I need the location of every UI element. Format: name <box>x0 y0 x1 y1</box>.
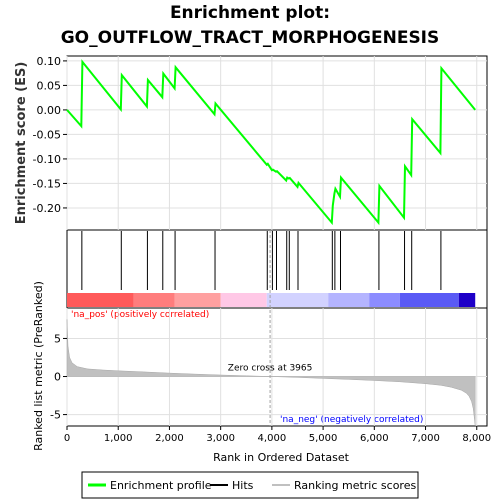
es-y-tick-label: -0.15 <box>33 177 61 190</box>
zero-cross-label: Zero cross at 3965 <box>228 364 313 374</box>
ranking-bar-segment <box>220 293 267 307</box>
x-tick-label: 3,000 <box>206 433 235 444</box>
chart-title-line-1: Enrichment plot: <box>169 3 331 23</box>
metric-y-tick-label: -5 <box>50 409 61 422</box>
es-panel-frame <box>66 55 488 231</box>
ranking-bar-segment <box>67 293 134 307</box>
metric-y-ticks: 5 0 -5 <box>50 332 67 422</box>
ranking-bar-segment <box>266 293 329 307</box>
metric-y-axis-label: Ranked list metric (PreRanked) <box>32 281 45 451</box>
x-tick-label: 2,000 <box>155 433 184 444</box>
es-grid <box>66 56 487 230</box>
metric-y-tick-label: 5 <box>54 332 61 345</box>
legend-label: Ranking metric scores <box>294 479 416 492</box>
es-y-axis-label: Enrichment score (ES) <box>14 62 29 225</box>
x-tick-label: 7,000 <box>411 433 440 444</box>
x-tick-label: 8,000 <box>462 433 491 444</box>
es-y-tick-label: -0.10 <box>33 153 61 166</box>
negative-correlation-label: 'na_neg' (negatively correlated) <box>280 415 423 425</box>
ranking-color-bar <box>67 293 476 307</box>
legend-label: Hits <box>232 479 254 492</box>
ranking-bar-segment <box>369 293 400 307</box>
es-y-tick-label: 0.00 <box>37 104 62 117</box>
metric-y-tick-label: 0 <box>54 371 61 384</box>
ranking-bar-segment <box>399 293 459 307</box>
metric-panel-frame <box>66 307 488 427</box>
hit-lines <box>81 231 442 290</box>
chart-title-line-2: GO_OUTFLOW_TRACT_MORPHOGENESIS <box>60 28 440 48</box>
legend: Enrichment profile Hits Ranking metric sco… <box>88 479 416 492</box>
ranking-bar-segment <box>174 293 221 307</box>
ranking-metric-area <box>66 319 476 427</box>
ranking-bar-segment <box>133 293 175 307</box>
positive-correlation-label: 'na_pos' (positively correlated) <box>71 310 209 320</box>
legend-label: Enrichment profile <box>110 479 212 492</box>
x-tick-label: 4,000 <box>258 433 287 444</box>
x-tick-label: 0 <box>64 433 70 444</box>
es-y-tick-label: -0.05 <box>33 128 61 141</box>
x-tick-label: 5,000 <box>309 433 338 444</box>
x-tick-label: 1,000 <box>104 433 133 444</box>
es-y-tick-label: 0.05 <box>37 79 62 92</box>
ranking-bar-segment <box>458 293 476 307</box>
es-y-ticks: 0.10 0.05 0.00 -0.05 -0.10 -0.15 -0.20 <box>33 55 67 215</box>
x-tick-label: 6,000 <box>360 433 389 444</box>
x-axis-label: Rank in Ordered Dataset <box>213 451 350 464</box>
enrichment-profile-line <box>66 59 476 226</box>
ranking-bar-segment <box>328 293 370 307</box>
legend-box <box>81 471 419 499</box>
es-y-tick-label: 0.10 <box>37 55 62 68</box>
es-y-tick-label: -0.20 <box>33 202 61 215</box>
metric-x-ticks: 0 1,000 2,000 3,000 4,000 5,000 6,000 7,000 8,00… <box>64 426 491 444</box>
